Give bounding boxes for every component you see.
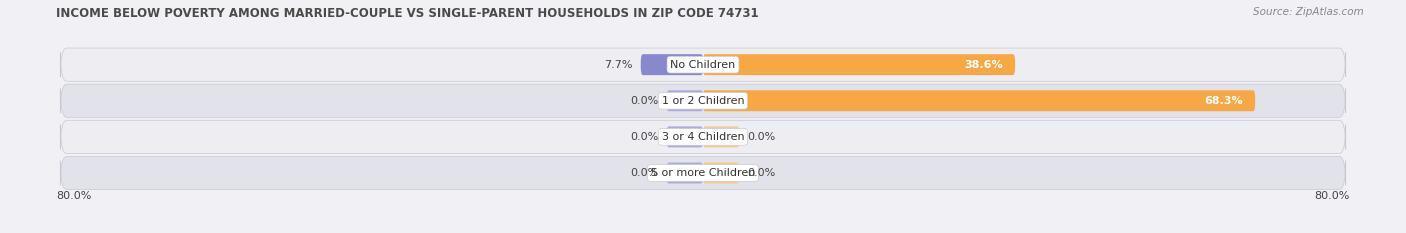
Text: INCOME BELOW POVERTY AMONG MARRIED-COUPLE VS SINGLE-PARENT HOUSEHOLDS IN ZIP COD: INCOME BELOW POVERTY AMONG MARRIED-COUPL… bbox=[56, 7, 759, 20]
FancyBboxPatch shape bbox=[703, 127, 740, 147]
FancyBboxPatch shape bbox=[60, 156, 1346, 190]
Text: No Children: No Children bbox=[671, 60, 735, 70]
Text: 0.0%: 0.0% bbox=[748, 132, 776, 142]
Text: 80.0%: 80.0% bbox=[1315, 191, 1350, 201]
FancyBboxPatch shape bbox=[666, 163, 703, 183]
Text: 0.0%: 0.0% bbox=[630, 96, 658, 106]
FancyBboxPatch shape bbox=[60, 48, 1346, 81]
Text: 7.7%: 7.7% bbox=[605, 60, 633, 70]
Text: 1 or 2 Children: 1 or 2 Children bbox=[662, 96, 744, 106]
Text: 68.3%: 68.3% bbox=[1205, 96, 1243, 106]
FancyBboxPatch shape bbox=[666, 90, 703, 111]
FancyBboxPatch shape bbox=[666, 127, 703, 147]
FancyBboxPatch shape bbox=[60, 120, 1346, 154]
FancyBboxPatch shape bbox=[703, 90, 1256, 111]
Text: 0.0%: 0.0% bbox=[630, 168, 658, 178]
Text: 0.0%: 0.0% bbox=[630, 132, 658, 142]
Text: 5 or more Children: 5 or more Children bbox=[651, 168, 755, 178]
FancyBboxPatch shape bbox=[60, 84, 1346, 117]
Text: 38.6%: 38.6% bbox=[965, 60, 1002, 70]
Text: Source: ZipAtlas.com: Source: ZipAtlas.com bbox=[1253, 7, 1364, 17]
Text: 80.0%: 80.0% bbox=[56, 191, 91, 201]
Text: 3 or 4 Children: 3 or 4 Children bbox=[662, 132, 744, 142]
FancyBboxPatch shape bbox=[703, 54, 1015, 75]
FancyBboxPatch shape bbox=[641, 54, 703, 75]
Text: 0.0%: 0.0% bbox=[748, 168, 776, 178]
FancyBboxPatch shape bbox=[703, 163, 740, 183]
